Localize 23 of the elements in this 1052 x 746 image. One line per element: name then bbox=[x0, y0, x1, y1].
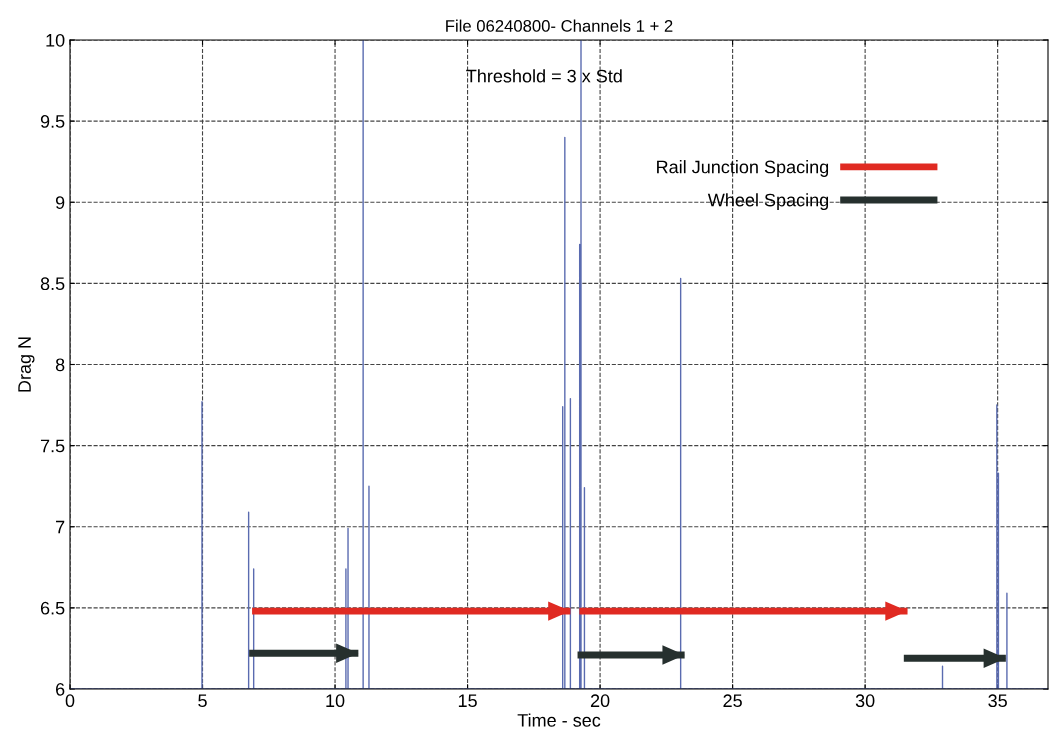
y-tick-label: 7 bbox=[56, 520, 65, 534]
x-tick-label: 35 bbox=[988, 694, 1007, 708]
x-tick-label: 10 bbox=[326, 694, 345, 708]
x-tick-label: 25 bbox=[723, 694, 742, 708]
y-tick-label: 7.5 bbox=[40, 439, 65, 453]
y-tick-label: 10 bbox=[46, 33, 65, 47]
y-tick-label: 6 bbox=[56, 682, 65, 696]
legend-label: Rail Junction Spacing bbox=[657, 160, 829, 177]
y-tick-label: 8.5 bbox=[40, 277, 65, 291]
x-tick-label: 0 bbox=[65, 694, 75, 708]
x-tick-label: 20 bbox=[590, 694, 610, 708]
y-tick-label: 9.5 bbox=[40, 115, 65, 128]
y-tick-label: 6.5 bbox=[40, 601, 65, 615]
x-axis-title: Time - sec bbox=[517, 713, 601, 727]
y-tick-label: 9 bbox=[55, 196, 65, 209]
legend-label: Wheel Spacing bbox=[707, 193, 829, 210]
y-axis-title: Drag N bbox=[18, 337, 35, 392]
annotation: Threshold = 3 x Std bbox=[466, 69, 622, 83]
x-tick-label: 30 bbox=[855, 694, 875, 708]
x-tick-label: 15 bbox=[458, 694, 477, 708]
x-tick-label: 5 bbox=[198, 694, 207, 708]
y-tick-label: 8 bbox=[55, 358, 65, 372]
chart-title: File 06240800- Channels 1 + 2 bbox=[446, 19, 673, 32]
